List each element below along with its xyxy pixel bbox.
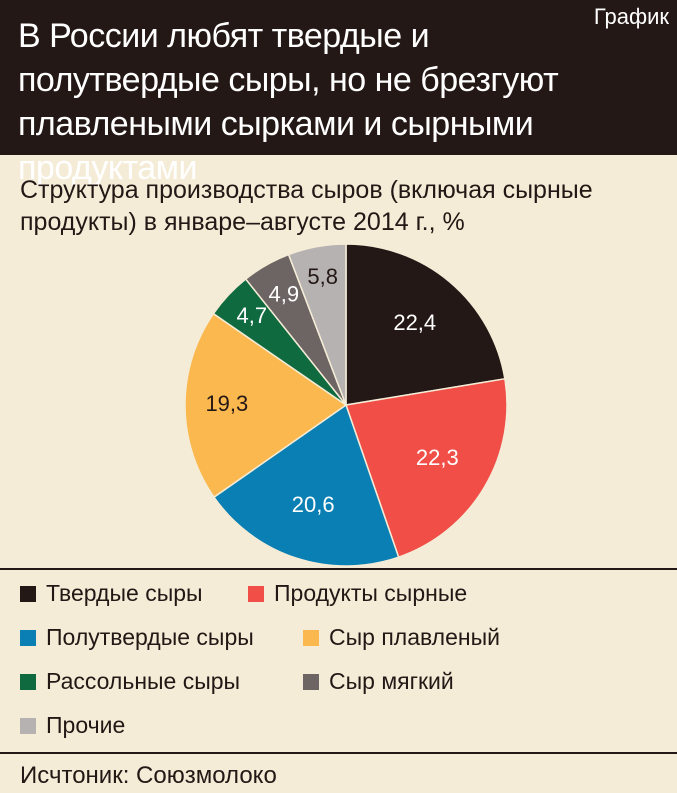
slice-label-5: 4,7 <box>237 303 268 328</box>
slice-label-6: 4,9 <box>268 282 299 307</box>
slice-label-1: 22,4 <box>393 310 436 335</box>
legend-label: Твердые сыры <box>46 580 203 606</box>
pie-slice-4 <box>184 312 348 499</box>
legend-label: Прочие <box>46 712 126 738</box>
legend-swatch <box>303 673 319 690</box>
slice-label-3: 20,6 <box>292 492 335 517</box>
legend-item-5: Рассольные сыры <box>20 668 240 695</box>
legend-label: Продукты сырные <box>274 580 468 606</box>
legend-label: Рассольные сыры <box>46 668 241 694</box>
legend-label: Сыр плавленый <box>329 624 500 650</box>
slice-label-7: 5,8 <box>307 264 338 289</box>
legend-swatch <box>248 585 264 602</box>
chart-subtitle: Структура производства сыров (включая сы… <box>20 176 593 236</box>
legend-item-4: Сыр плавленый <box>303 624 500 651</box>
pie-slice-3 <box>212 403 400 567</box>
page-title: В России любят твердые и полутвердые сыр… <box>18 17 559 187</box>
legend-item-3: Полутвердые сыры <box>20 624 254 651</box>
legend-swatch <box>20 717 36 734</box>
legend-swatch <box>20 585 36 602</box>
graphic-tag: График <box>593 4 669 29</box>
legend-item-7: Прочие <box>20 712 125 739</box>
legend-swatch <box>20 673 36 690</box>
slice-label-4: 19,3 <box>205 391 248 416</box>
legend-item-2: Продукты сырные <box>248 580 467 607</box>
divider-bottom <box>0 752 677 754</box>
legend-item-6: Сыр мягкий <box>303 668 454 695</box>
legend-label: Полутвердые сыры <box>46 624 254 650</box>
header-banner: В России любят твердые и полутвердые сыр… <box>0 0 677 187</box>
pie-slice-2 <box>345 377 508 559</box>
divider-top <box>0 568 677 570</box>
legend-label: Сыр мягкий <box>329 668 454 694</box>
pie-chart: 22,4 22,3 20,6 19,3 4,74,9 5,8 <box>184 243 508 567</box>
legend-swatch <box>20 629 36 646</box>
legend-swatch <box>303 629 319 646</box>
pie-slice-1 <box>345 243 506 406</box>
source-note: Исчтоник: Союзмолоко <box>20 762 277 789</box>
slice-label-2: 22,3 <box>416 445 459 470</box>
pie-slice-7 <box>287 243 347 406</box>
legend-item-1: Твердые сыры <box>20 580 203 607</box>
